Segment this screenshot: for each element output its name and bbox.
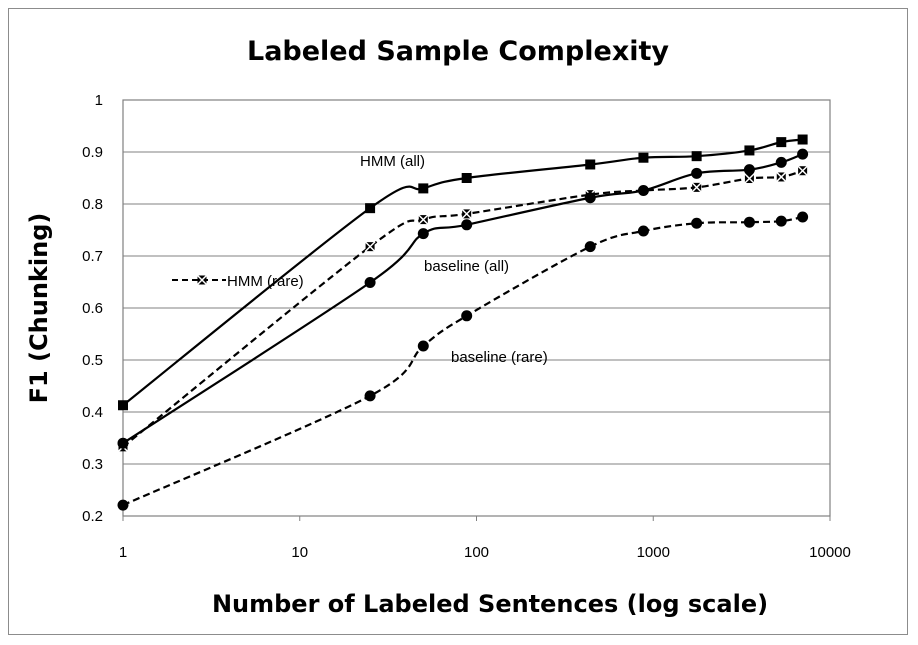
data-point-baseline-rare [417,340,429,352]
data-point-baseline-rare [117,499,129,511]
data-point-hmm-rare [691,181,703,193]
data-point-baseline-all [637,184,649,196]
legend-hmm-rare [172,274,226,286]
data-point-hmm-all [638,152,649,163]
data-point-baseline-rare [461,310,473,322]
x-tick-label: 10000 [809,544,851,561]
data-point-baseline-all [797,148,809,160]
series-line-baseline-all [122,153,804,445]
data-point-baseline-all [117,437,129,449]
data-point-hmm-rare-cross [691,181,703,193]
series-baseline-all [117,148,809,449]
label-hmm-all: HMM (all) [360,153,425,170]
data-point-hmm-rare-cross [364,241,376,253]
legend-hmm-rare-marker [196,274,208,286]
y-tick-label: 0.5 [82,352,103,369]
x-tick-label: 1000 [637,544,670,561]
y-tick-labels: 0.2 0.3 0.4 0.5 0.6 0.7 0.8 0.9 1 [82,92,103,525]
x-tick-label: 1 [119,544,127,561]
data-point-hmm-rare-cross [797,165,809,177]
label-baseline-rare: baseline (rare) [451,349,548,366]
series-baseline-rare [117,211,809,511]
data-point-hmm-rare [417,214,429,226]
data-point-hmm-all [776,137,787,148]
y-tick-label: 0.6 [82,300,103,317]
x-tick-label: 100 [464,544,489,561]
x-tick-label: 10 [291,544,308,561]
series-line-hmm-all [122,138,803,407]
y-axis-title: F1 (Chunking) [25,213,53,404]
data-point-hmm-rare [461,208,473,220]
data-point-hmm-all [797,134,808,145]
data-point-baseline-all [461,219,473,231]
x-axis-title: Number of Labeled Sentences (log scale) [212,590,768,618]
y-tick-label: 1 [95,92,103,109]
data-point-baseline-rare [364,390,376,402]
data-point-baseline-all [364,277,376,289]
y-tick-label: 0.2 [82,508,103,525]
legend-hmm-rare-marker-cross [196,274,208,286]
y-tick-label: 0.8 [82,196,103,213]
series-line-baseline-rare [122,215,803,507]
data-point-hmm-all [744,145,755,156]
data-point-baseline-all [691,167,703,179]
data-point-hmm-rare [364,241,376,253]
y-tick-label: 0.3 [82,456,103,473]
y-tick-label: 0.9 [82,144,103,161]
label-baseline-all: baseline (all) [424,258,509,275]
data-point-hmm-rare-cross [775,171,787,183]
data-point-baseline-all [417,228,429,240]
data-point-hmm-all [585,159,596,170]
y-tick-label: 0.7 [82,248,103,265]
data-point-hmm-rare [797,165,809,177]
data-point-baseline-rare [637,225,649,237]
data-point-baseline-all [775,156,787,168]
data-point-baseline-rare [691,217,703,229]
data-point-hmm-rare-cross [743,172,755,185]
series-line-hmm-rare [122,169,803,448]
data-point-baseline-rare [584,241,596,253]
chart-title: Labeled Sample Complexity [247,36,669,67]
data-point-hmm-all [461,173,472,183]
data-point-hmm-all [418,183,429,194]
data-point-hmm-rare-cross [461,208,473,220]
data-point-hmm-all [118,400,128,411]
series-layer [117,134,809,511]
data-point-baseline-rare [743,216,755,228]
series-hmm-all [118,134,808,411]
series-hmm-rare [117,165,809,453]
y-tick-label: 0.4 [82,404,103,421]
data-point-hmm-rare [743,172,755,185]
data-point-baseline-all [743,164,755,176]
data-point-baseline-rare [775,215,787,227]
data-point-hmm-all [365,203,376,214]
data-point-hmm-rare-cross [417,214,429,226]
plot-border [122,99,831,517]
data-point-hmm-all [691,151,702,162]
data-point-baseline-all [584,192,596,204]
data-point-hmm-rare [775,171,787,183]
x-tick-labels: 1 10 100 1000 10000 [119,544,851,561]
label-hmm-rare: HMM (rare) [227,273,304,290]
data-point-baseline-rare [797,211,809,223]
